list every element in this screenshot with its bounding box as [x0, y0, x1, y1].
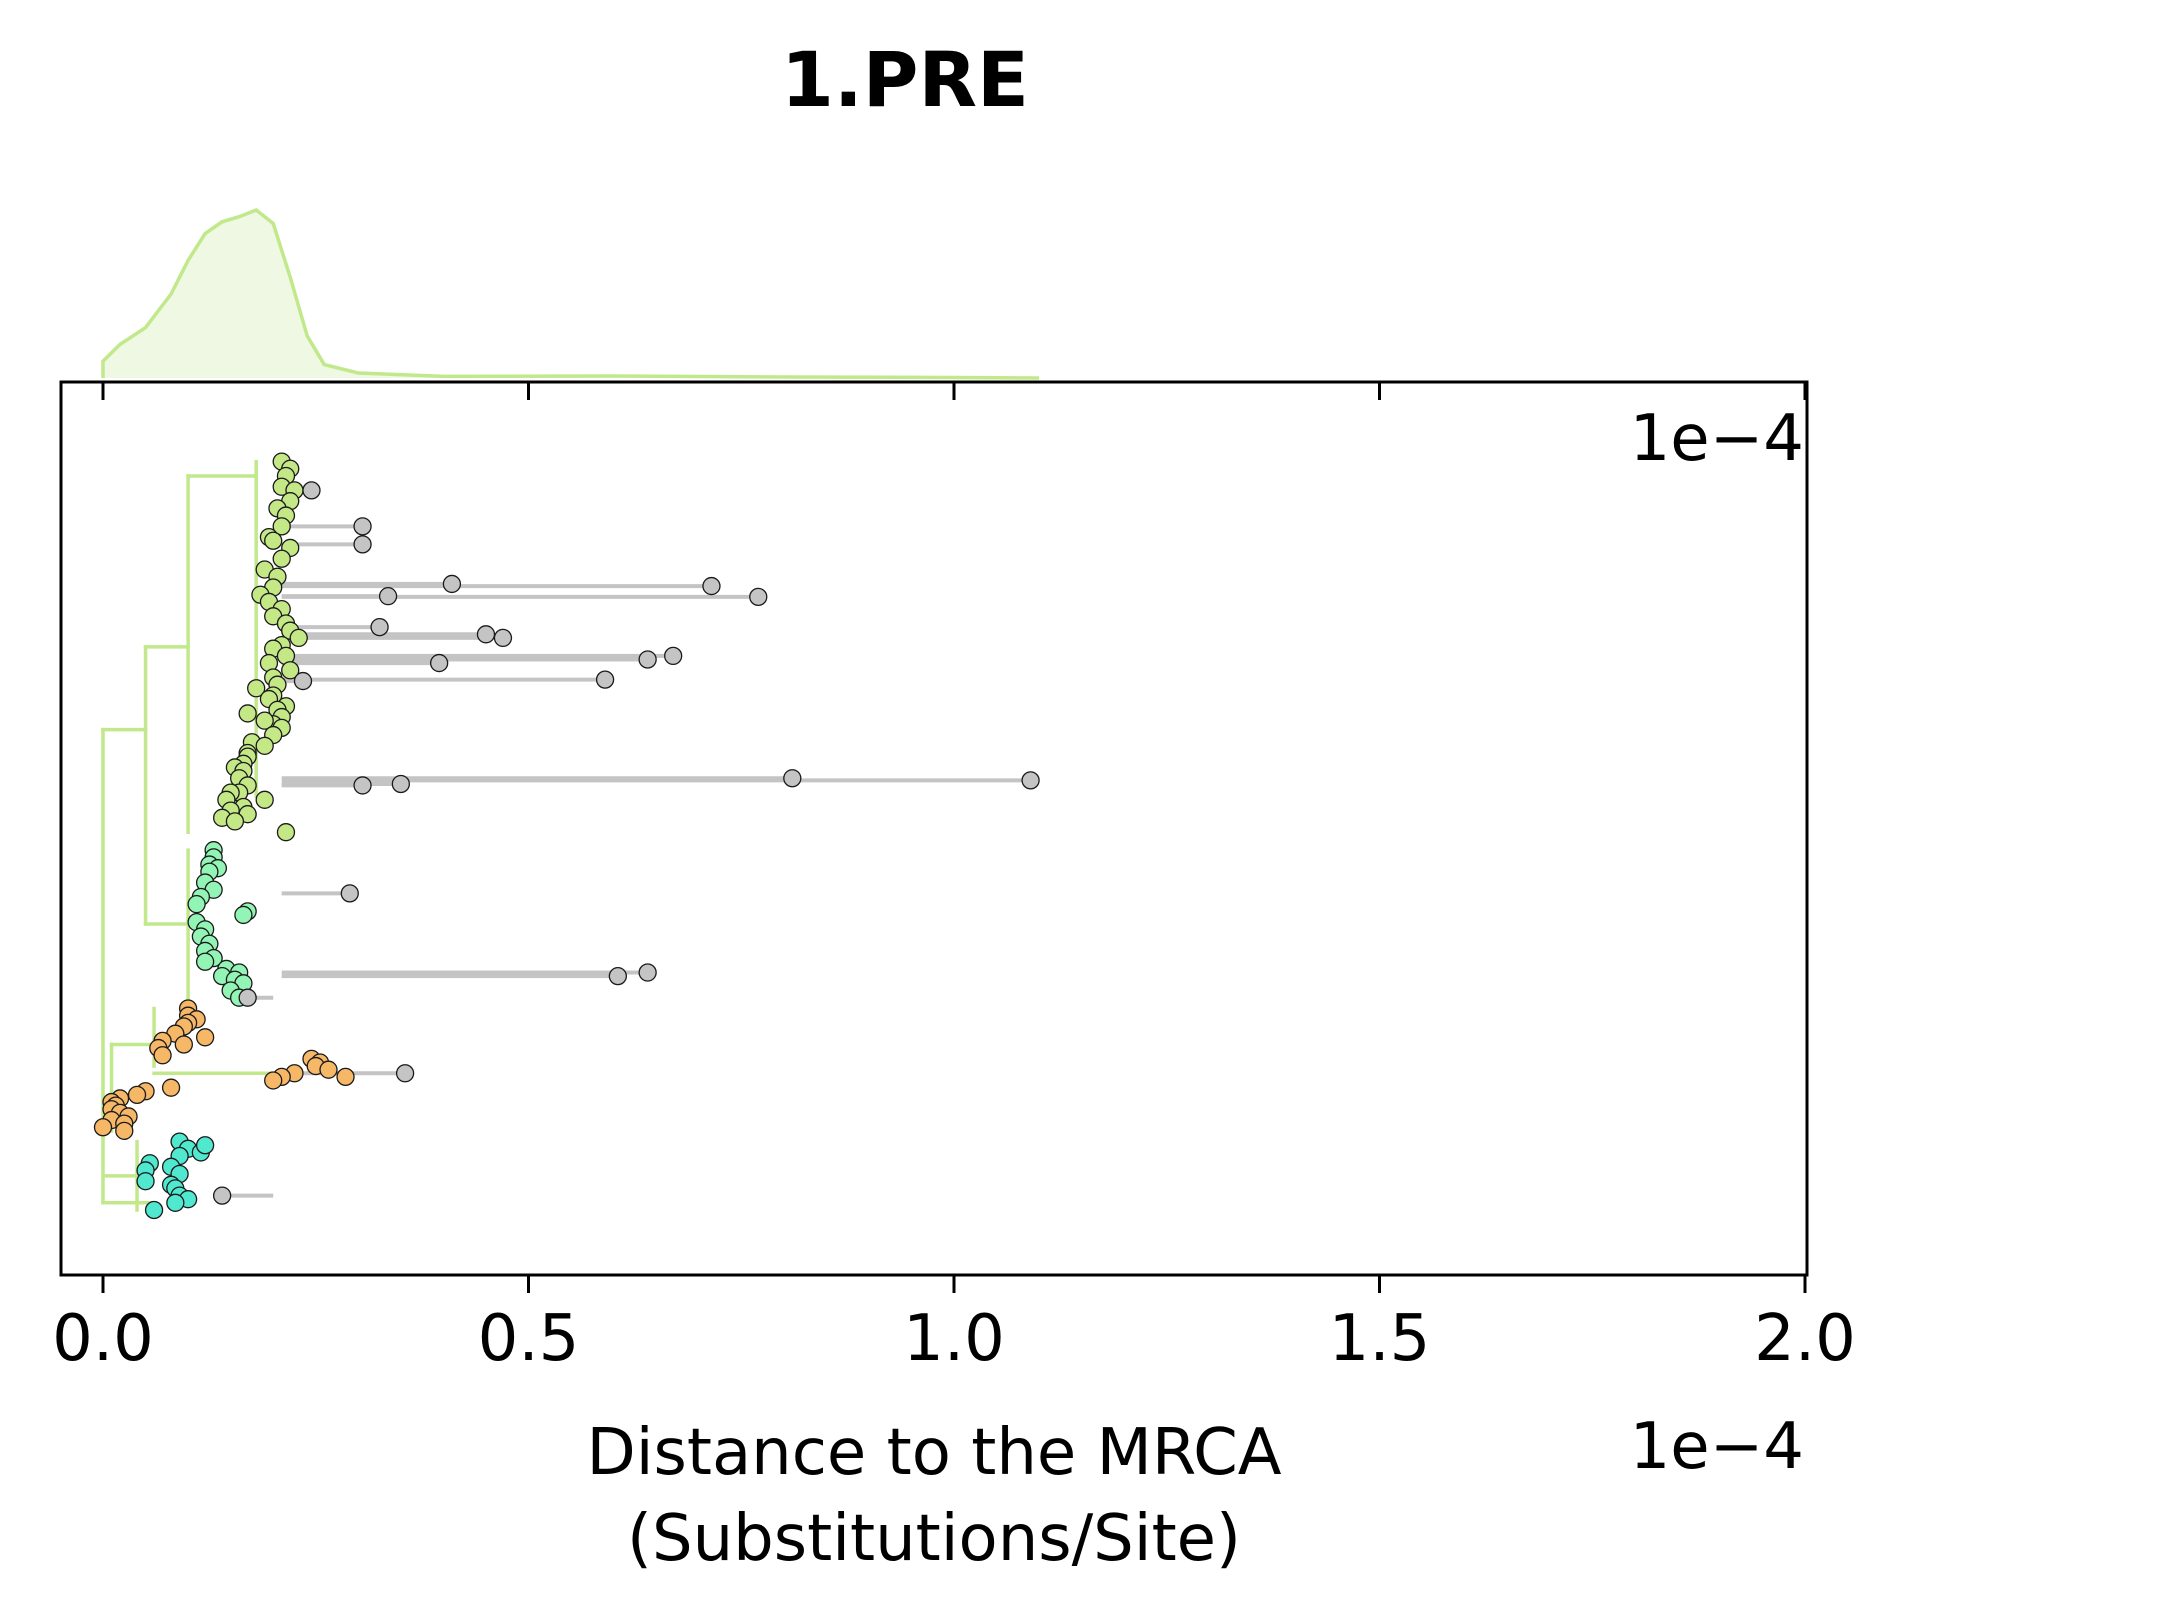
outlier-point — [664, 646, 683, 666]
axis-corner-label: 1e−4 — [1630, 402, 1804, 476]
outlier-point — [595, 670, 615, 689]
x-tick-label: 0.5 — [478, 1302, 580, 1376]
x-axis-ticks: 0.0 0.5 1.0 1.5 2.0 — [52, 382, 1856, 1376]
tip-point — [264, 1071, 283, 1090]
tip-point — [166, 1193, 185, 1212]
outlier-point — [476, 625, 496, 644]
tip-point — [195, 1028, 215, 1047]
outlier-point — [238, 988, 257, 1007]
tip-point — [136, 1172, 155, 1191]
tip-point — [127, 1085, 147, 1105]
outlier-point — [353, 517, 372, 536]
tip-point — [144, 1200, 164, 1220]
outlier-point — [493, 628, 513, 648]
plot-frame — [59, 380, 1809, 1277]
outlier-branches — [222, 488, 1031, 1198]
tip-point — [264, 531, 283, 550]
tip-point — [161, 1078, 181, 1097]
tip-point — [115, 1121, 134, 1140]
x-tick-label: 1.0 — [903, 1302, 1005, 1376]
tip-point — [195, 1136, 215, 1155]
tip-points — [93, 452, 1040, 1220]
outlier-point — [353, 776, 372, 795]
chart-title: 1.PRE — [781, 35, 1029, 124]
outlier-point — [340, 884, 359, 903]
x-axis-label-line1: Distance to the MRCA — [586, 1416, 1281, 1490]
outlier-point — [1021, 771, 1040, 790]
outlier-point — [212, 1186, 232, 1205]
density-fill — [103, 210, 1040, 378]
x-tick-label: 2.0 — [1754, 1302, 1856, 1376]
tip-point — [93, 1118, 113, 1137]
outlier-point — [293, 671, 313, 691]
outlier-point — [370, 617, 389, 637]
marginal-density — [101, 208, 1040, 380]
tip-point — [187, 895, 206, 914]
tip-point — [272, 517, 291, 536]
tip-point — [234, 905, 253, 925]
outlier-point — [702, 576, 721, 596]
density-curve — [101, 208, 1040, 380]
tip-point — [272, 549, 291, 568]
tip-point — [276, 823, 296, 842]
tip-point — [319, 1060, 338, 1079]
outlier-point — [783, 769, 802, 788]
outlier-point — [395, 1064, 415, 1083]
x-tick-label: 0.0 — [52, 1302, 154, 1376]
outlier-point — [638, 650, 657, 669]
outlier-point — [442, 574, 462, 594]
tip-point — [153, 1046, 172, 1065]
tip-point — [281, 661, 300, 680]
tip-point — [255, 711, 274, 730]
tip-point — [174, 1035, 193, 1054]
outlier-point — [638, 963, 657, 982]
outlier-point — [353, 535, 372, 554]
tip-point — [247, 679, 266, 698]
tip-point — [255, 790, 274, 809]
tip-point — [195, 952, 215, 971]
outlier-point — [378, 587, 398, 606]
tip-point — [289, 628, 308, 648]
x-offset-label: 1e−4 — [1630, 1410, 1804, 1484]
tip-point — [255, 736, 274, 755]
x-tick-label: 1.5 — [1329, 1302, 1431, 1376]
tip-point — [238, 704, 257, 723]
outlier-point — [302, 481, 321, 500]
x-axis-label-line2: (Substitutions/Site) — [627, 1502, 1241, 1576]
outlier-point — [749, 587, 768, 607]
outlier-point — [608, 966, 628, 986]
tip-point — [225, 812, 245, 831]
outlier-point — [429, 653, 449, 673]
tip-point — [336, 1067, 355, 1087]
outlier-point — [391, 774, 411, 794]
tree-branches — [101, 459, 275, 1212]
